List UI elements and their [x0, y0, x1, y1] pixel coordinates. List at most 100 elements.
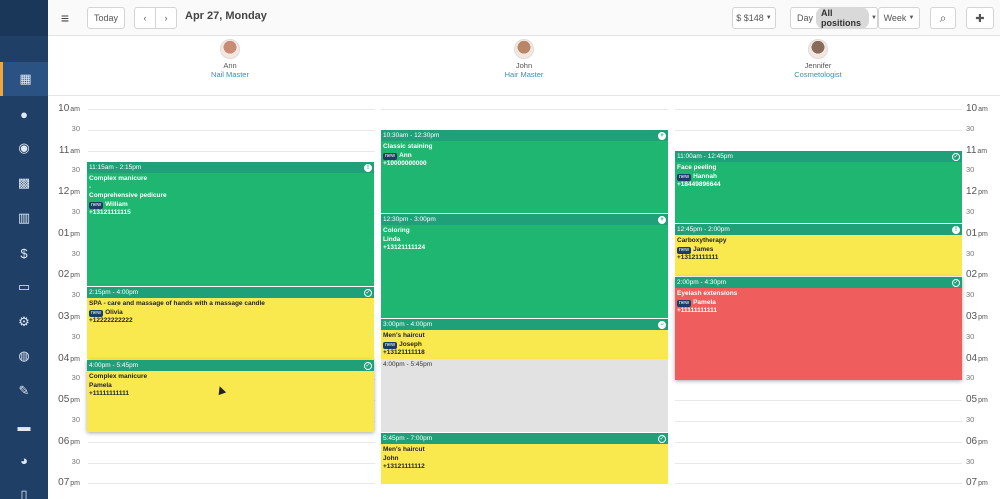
time-label: 03pm: [966, 311, 988, 322]
staff-name: Ann: [223, 61, 237, 70]
staff-jennifer[interactable]: Jennifer Cosmetologist: [758, 38, 878, 79]
time-label: 30: [966, 165, 975, 175]
caret-down-icon: ▼: [871, 15, 877, 21]
network-icon[interactable]: ⚙: [18, 314, 30, 329]
check-icon[interactable]: ✓: [952, 278, 960, 287]
appointment-card[interactable]: 12:45pm - 2:00pm! Carboxytherapy new Jame…: [675, 224, 962, 276]
appointment-time: 2:15pm - 4:00pm ✓: [87, 287, 374, 298]
minus-icon[interactable]: −: [658, 320, 666, 329]
appointment-card[interactable]: 12:30pm - 3:00pm + Coloring Linda +131211…: [381, 214, 668, 318]
calendar-icon[interactable]: ▦: [0, 62, 48, 96]
service-name: Classic staining: [383, 143, 433, 150]
time-label: 01pm: [58, 227, 80, 239]
info-icon[interactable]: !: [952, 225, 960, 234]
sidebar-logo-area: [0, 0, 48, 36]
revenue-dropdown[interactable]: $ $148 ▼: [732, 7, 776, 29]
appointment-card[interactable]: 5:45pm - 7:00pm ✓ Men's haircut John +131…: [381, 433, 668, 484]
dashboard-icon[interactable]: ▩: [17, 175, 31, 190]
globe-icon[interactable]: ◍: [18, 348, 30, 363]
service-name: Face peeling: [677, 164, 717, 171]
appointment-card[interactable]: 2:00pm - 4:30pm ✓ Eyelash extensions new P…: [675, 277, 962, 380]
user-icon[interactable]: ●: [20, 106, 28, 122]
appointment-card[interactable]: 10:30am - 12:30pm + Classic staining new A…: [381, 130, 668, 213]
client-name: William: [105, 200, 128, 208]
add-user-button[interactable]: ✚: [966, 7, 994, 29]
time-label: 30: [71, 331, 80, 341]
check-icon[interactable]: ✓: [364, 361, 372, 370]
new-client-badge: new: [677, 246, 692, 254]
blocked-time-slot[interactable]: 4:00pm - 5:45pm: [381, 359, 668, 432]
info-icon[interactable]: !: [364, 163, 372, 172]
time-label: 30: [966, 248, 975, 258]
time-label: 30: [966, 331, 975, 341]
time-label: 07pm: [58, 477, 80, 489]
time-label: 03pm: [58, 311, 80, 322]
time-label: 30: [71, 415, 80, 424]
appointment-card[interactable]: 2:15pm - 4:00pm ✓ SPA - care and massage …: [87, 287, 374, 359]
appointment-card[interactable]: 11:15am - 2:15pm! Complex manicure - Com…: [87, 162, 374, 286]
prev-day-button[interactable]: ‹: [134, 7, 156, 29]
client-phone: +13121111111: [677, 254, 719, 261]
wrench-icon[interactable]: ✎: [18, 383, 30, 398]
staff-john[interactable]: John Hair Master: [464, 38, 584, 79]
appointment-time: 11:15am - 2:15pm!: [87, 162, 374, 173]
client-name: Hannah: [693, 172, 717, 180]
appointment-card[interactable]: 3:00pm - 4:00pm − Men's haircut new Joseph…: [381, 319, 668, 359]
card-icon[interactable]: ▬: [17, 418, 31, 434]
check-icon[interactable]: ✓: [952, 152, 960, 161]
client-name: Linda: [383, 235, 401, 243]
time-label: 30: [71, 165, 80, 175]
check-icon[interactable]: ✓: [364, 288, 372, 297]
users-icon[interactable]: ◉: [18, 140, 30, 155]
zoom-button[interactable]: ⌕: [930, 7, 956, 29]
next-day-button[interactable]: ›: [155, 7, 177, 29]
time-label: 01pm: [966, 227, 988, 239]
check-icon[interactable]: ✓: [658, 434, 666, 443]
appointment-time: 11:00am - 12:45pm ✓: [675, 151, 962, 162]
grid-line: [675, 109, 962, 110]
avatar: [514, 39, 534, 59]
mobile-icon[interactable]: ▯: [20, 487, 28, 499]
grid-line: [88, 109, 375, 110]
staff-ann[interactable]: Ann Nail Master: [170, 38, 290, 79]
chart-icon[interactable]: ▥: [17, 210, 31, 225]
caret-down-icon: ▼: [908, 15, 915, 21]
time-label: 10am: [58, 103, 80, 114]
service-name: Coloring: [383, 227, 410, 234]
grid-line: [675, 421, 962, 422]
client-name: Joseph: [399, 340, 422, 348]
staff-name: John: [515, 61, 533, 70]
staff-role: Nail Master: [211, 70, 249, 79]
plus-icon[interactable]: +: [658, 215, 666, 224]
appointment-card[interactable]: 11:00am - 12:45pm ✓ Face peeling new Hanna…: [675, 151, 962, 223]
appointment-time: 10:30am - 12:30pm +: [381, 130, 668, 141]
grid-line: [675, 483, 962, 485]
revenue-label: $ $148: [736, 13, 764, 23]
week-dropdown[interactable]: Week ▼: [878, 7, 920, 29]
client-phone: +11111111111: [89, 390, 129, 397]
today-button[interactable]: Today: [87, 7, 125, 29]
grid-line: [88, 150, 375, 152]
avatar: [808, 39, 828, 59]
appointment-card[interactable]: 4:00pm - 5:45pm ✓ Complex manicure Pamela…: [87, 360, 374, 432]
gauge-icon[interactable]: ◕: [20, 452, 28, 468]
service-name: Complex manicure: [89, 373, 148, 380]
new-client-badge: new: [383, 341, 398, 349]
day-positions-dropdown[interactable]: Day All positions ▼: [790, 7, 878, 29]
time-label: 12pm: [966, 186, 988, 198]
service-name: Men's haircut: [383, 332, 425, 339]
positions-pill: All positions: [816, 7, 870, 29]
hamburger-icon[interactable]: ≡: [60, 10, 70, 26]
service-name: Complex manicure: [89, 175, 148, 182]
grid-line: [88, 358, 375, 360]
toolbar: ≡ Today ‹ › Apr 27, Monday $ $148 ▼ Day …: [48, 0, 1000, 36]
plus-icon[interactable]: +: [658, 131, 666, 140]
grid-line: [675, 129, 962, 131]
time-label: 30: [71, 248, 80, 258]
id-card-icon[interactable]: ▭: [17, 279, 31, 294]
sidebar: ▦ ● ◉ ▩ ▥ $ ▭ ⚙ ◍ ✎ ▬ ◕ ▯: [0, 0, 48, 499]
time-label: 30: [71, 373, 80, 383]
grid-line: [88, 441, 375, 443]
staff-role: Cosmetologist: [794, 70, 842, 79]
dollar-icon[interactable]: $: [20, 245, 28, 261]
